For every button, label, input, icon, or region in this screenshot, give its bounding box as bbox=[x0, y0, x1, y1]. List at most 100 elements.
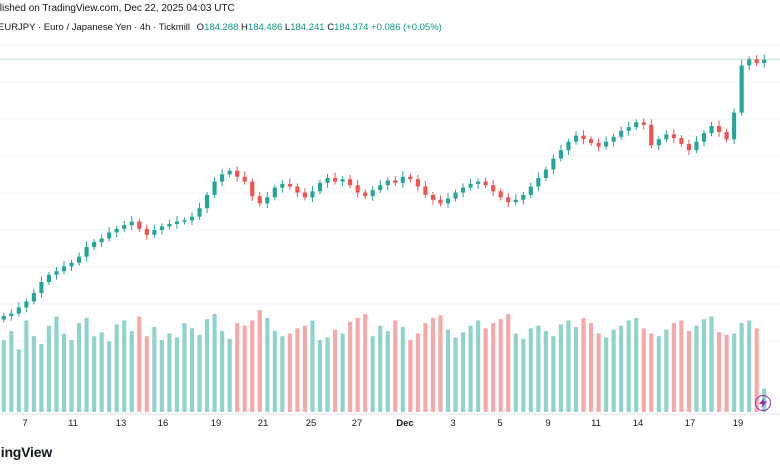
candle-body bbox=[634, 122, 639, 128]
volume-bar bbox=[174, 337, 180, 412]
volume-bar bbox=[189, 328, 195, 412]
candle-body bbox=[513, 199, 518, 203]
close-label: C bbox=[327, 22, 335, 33]
candle-body bbox=[573, 135, 579, 142]
low-label: L bbox=[284, 22, 291, 33]
volume-bar bbox=[227, 338, 232, 412]
candle-body bbox=[581, 135, 586, 140]
volume-bar bbox=[99, 332, 104, 412]
x-tick-label: Dec bbox=[396, 418, 413, 429]
volume-bar bbox=[287, 333, 292, 412]
candle-body bbox=[272, 187, 277, 198]
x-tick-label: 19 bbox=[211, 418, 222, 429]
volume-bar bbox=[604, 337, 609, 412]
volume-bar bbox=[9, 330, 14, 412]
volume-bar bbox=[46, 325, 52, 412]
candle-body bbox=[332, 177, 338, 182]
candle-body bbox=[694, 141, 699, 151]
candle-body bbox=[76, 256, 82, 263]
volume-bar bbox=[152, 327, 157, 412]
candle-body bbox=[415, 179, 420, 187]
candle-body bbox=[453, 192, 458, 199]
candle-body bbox=[385, 180, 390, 186]
candle-body bbox=[355, 185, 360, 193]
volume-bar bbox=[295, 328, 300, 412]
candle-body bbox=[656, 139, 661, 146]
volume-bar bbox=[611, 329, 616, 412]
candle-body bbox=[430, 194, 436, 200]
candle-body bbox=[762, 59, 767, 63]
candle-body bbox=[754, 59, 759, 63]
volume-bar bbox=[250, 320, 255, 412]
volume-bar bbox=[159, 340, 164, 412]
candle-body bbox=[265, 197, 270, 204]
volume-bar bbox=[370, 336, 375, 412]
candle-body bbox=[235, 170, 240, 177]
volume-bar bbox=[754, 328, 759, 412]
candle-body bbox=[16, 307, 21, 314]
candle-body bbox=[69, 262, 74, 267]
volume-bar bbox=[69, 340, 74, 412]
volume-bar bbox=[679, 320, 684, 412]
candle-body bbox=[167, 223, 172, 227]
volume-bar bbox=[619, 325, 624, 412]
candle-body bbox=[144, 228, 149, 235]
candle-body bbox=[566, 141, 571, 151]
candle-body bbox=[99, 238, 104, 243]
open-value: 184.288 bbox=[204, 22, 239, 33]
volume-bar bbox=[204, 319, 210, 412]
x-tick-label: 3 bbox=[450, 418, 455, 429]
volume-bar bbox=[137, 316, 142, 412]
candle-body bbox=[732, 112, 737, 140]
x-tick-label: 17 bbox=[685, 418, 696, 429]
volume-bar bbox=[182, 323, 187, 412]
volume-bar bbox=[16, 349, 21, 412]
volume-bar bbox=[84, 317, 89, 412]
volume-bar bbox=[378, 325, 383, 412]
volume-bar bbox=[664, 329, 669, 412]
candle-body bbox=[174, 221, 180, 224]
volume-bar bbox=[363, 313, 368, 412]
candle-body bbox=[476, 181, 481, 185]
candle-body bbox=[551, 158, 556, 170]
candle-body bbox=[423, 186, 428, 195]
volume-bar bbox=[716, 332, 722, 412]
volume-bar bbox=[302, 325, 308, 412]
x-tick-label: 11 bbox=[591, 418, 601, 429]
candle-body bbox=[204, 194, 210, 209]
publish-header: Published on TradingView.com, Dec 22, 20… bbox=[0, 3, 235, 14]
volume-bar bbox=[626, 320, 631, 412]
candle-body bbox=[340, 179, 345, 182]
volume-bar bbox=[310, 320, 315, 412]
volume-bar bbox=[355, 317, 360, 412]
candle-body bbox=[227, 170, 232, 175]
candle-body bbox=[543, 169, 548, 178]
volume-bar bbox=[107, 341, 112, 412]
x-tick-label: 9 bbox=[545, 418, 550, 429]
candle-body bbox=[460, 187, 466, 193]
volume-bar bbox=[694, 325, 699, 412]
candle-body bbox=[250, 181, 255, 197]
volume-bar bbox=[325, 337, 330, 412]
candle-body bbox=[408, 176, 413, 180]
volume-bar bbox=[739, 323, 744, 412]
volume-bar bbox=[476, 320, 481, 412]
candle-body bbox=[92, 242, 97, 247]
volume-bar bbox=[536, 325, 541, 412]
candle-body bbox=[54, 271, 59, 275]
candle-body bbox=[468, 184, 473, 188]
volume-bar bbox=[686, 330, 692, 412]
volume-bar bbox=[649, 333, 654, 412]
lightning-icon[interactable] bbox=[755, 395, 771, 411]
open-label: O bbox=[196, 22, 205, 33]
volume-bar bbox=[709, 316, 714, 412]
volume-bar bbox=[701, 319, 707, 412]
volume-bar bbox=[317, 340, 323, 412]
candle-body bbox=[664, 134, 669, 140]
candle-body bbox=[536, 177, 541, 187]
candle-body bbox=[393, 180, 398, 183]
volume-bar bbox=[468, 325, 473, 412]
x-tick-label: 5 bbox=[497, 418, 502, 429]
volume-bar bbox=[558, 324, 564, 412]
